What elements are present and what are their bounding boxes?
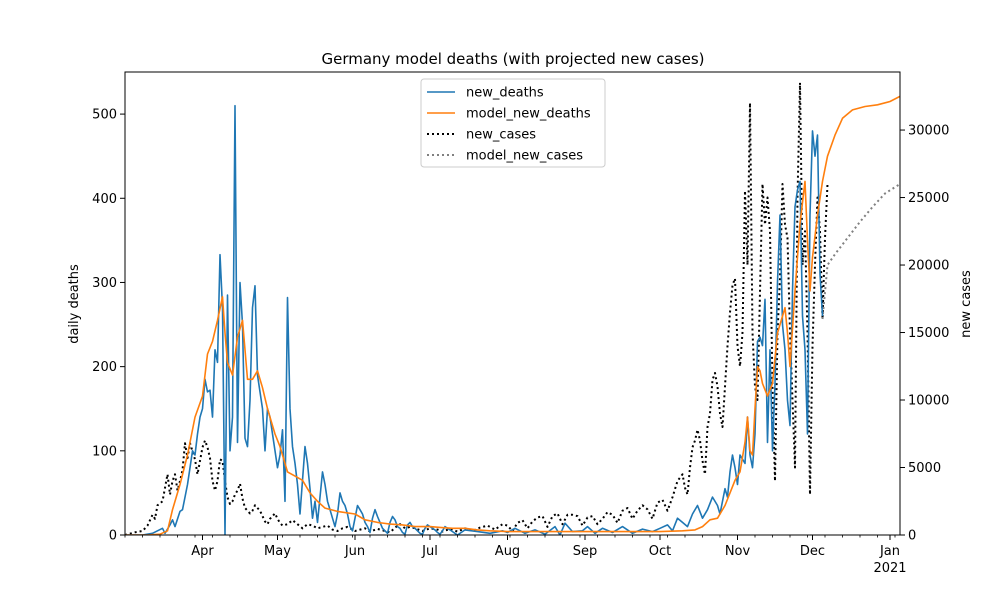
- series-line-model-new-cases: [821, 183, 900, 320]
- y-tick-label-left: 400: [92, 192, 117, 207]
- series-line-model-new-deaths: [125, 95, 900, 535]
- x-tick-label: Jun: [344, 544, 365, 559]
- y-tick-label-left: 100: [92, 444, 117, 459]
- legend-label-new-cases: new_cases: [466, 128, 536, 143]
- plot-area: [125, 81, 900, 535]
- right-axis-ticks: 0 5000 10000 15000 20000 25000 30000: [900, 124, 949, 544]
- x-tick-label: Dec: [800, 544, 825, 559]
- x-tick-label: Apr: [191, 544, 214, 559]
- y-tick-label-right: 20000: [908, 259, 949, 274]
- y-tick-label-left: 200: [92, 360, 117, 375]
- x-tick-label: Nov: [725, 544, 751, 559]
- legend-label-model-new-deaths: model_new_deaths: [466, 107, 591, 122]
- x-axis-ticks: Apr May Jun Jul Aug Sep Oct Nov Dec Jan 2021: [124, 535, 907, 576]
- y-tick-label-right: 30000: [908, 124, 949, 139]
- y-tick-label-right: 10000: [908, 394, 949, 409]
- left-axis-ticks: 0 100 200 300 400 500: [92, 108, 125, 544]
- x-tick-label: Oct: [649, 544, 671, 559]
- legend-label-new-deaths: new_deaths: [466, 86, 544, 101]
- y-axis-label-right: new cases: [959, 270, 974, 338]
- legend-label-model-new-cases: model_new_cases: [466, 149, 583, 164]
- legend-box: [420, 78, 606, 168]
- y-tick-label-left: 0: [109, 529, 117, 544]
- y-tick-label-left: 500: [92, 108, 117, 123]
- y-tick-label-right: 0: [908, 529, 916, 544]
- axes-layer: [124, 71, 901, 536]
- plot-frame: [124, 71, 901, 536]
- x-tick-label: Aug: [495, 544, 520, 559]
- y-tick-label-left: 300: [92, 276, 117, 291]
- legend: new_deaths model_new_deaths new_casesmodel…: [420, 78, 606, 168]
- chart-title: Germany model deaths (with projected new…: [321, 50, 704, 68]
- x-tick-label: May: [264, 544, 291, 559]
- x-tick-label: Jan: [879, 544, 900, 559]
- y-axis-label-left: daily deaths: [67, 264, 82, 344]
- series-line-new-deaths: [125, 104, 824, 535]
- y-tick-label-right: 25000: [908, 191, 949, 206]
- y-tick-label-right: 5000: [908, 461, 941, 476]
- x-tick-label: Jul: [421, 544, 438, 559]
- y-tick-label-right: 15000: [908, 326, 949, 341]
- x-tick-label: Sep: [573, 544, 598, 559]
- x-year-label: 2021: [873, 561, 906, 576]
